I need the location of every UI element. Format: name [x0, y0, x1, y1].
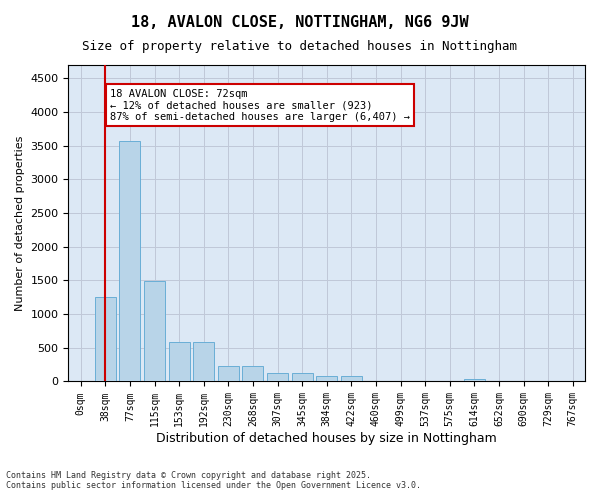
- Text: Contains HM Land Registry data © Crown copyright and database right 2025.
Contai: Contains HM Land Registry data © Crown c…: [6, 470, 421, 490]
- Bar: [242, 366, 263, 382]
- Bar: [95, 296, 116, 382]
- X-axis label: Distribution of detached houses by size in Nottingham: Distribution of detached houses by size …: [157, 432, 497, 445]
- Bar: [341, 376, 362, 382]
- Bar: [218, 366, 239, 382]
- Bar: [193, 342, 214, 382]
- Bar: [464, 380, 485, 382]
- Bar: [169, 342, 190, 382]
- Text: 18, AVALON CLOSE, NOTTINGHAM, NG6 9JW: 18, AVALON CLOSE, NOTTINGHAM, NG6 9JW: [131, 15, 469, 30]
- Bar: [144, 281, 165, 382]
- Text: Size of property relative to detached houses in Nottingham: Size of property relative to detached ho…: [83, 40, 517, 53]
- Bar: [316, 376, 337, 382]
- Bar: [292, 372, 313, 382]
- Text: 18 AVALON CLOSE: 72sqm
← 12% of detached houses are smaller (923)
87% of semi-de: 18 AVALON CLOSE: 72sqm ← 12% of detached…: [110, 88, 410, 122]
- Bar: [267, 372, 288, 382]
- Y-axis label: Number of detached properties: Number of detached properties: [15, 136, 25, 311]
- Bar: [119, 141, 140, 382]
- Bar: [70, 381, 91, 382]
